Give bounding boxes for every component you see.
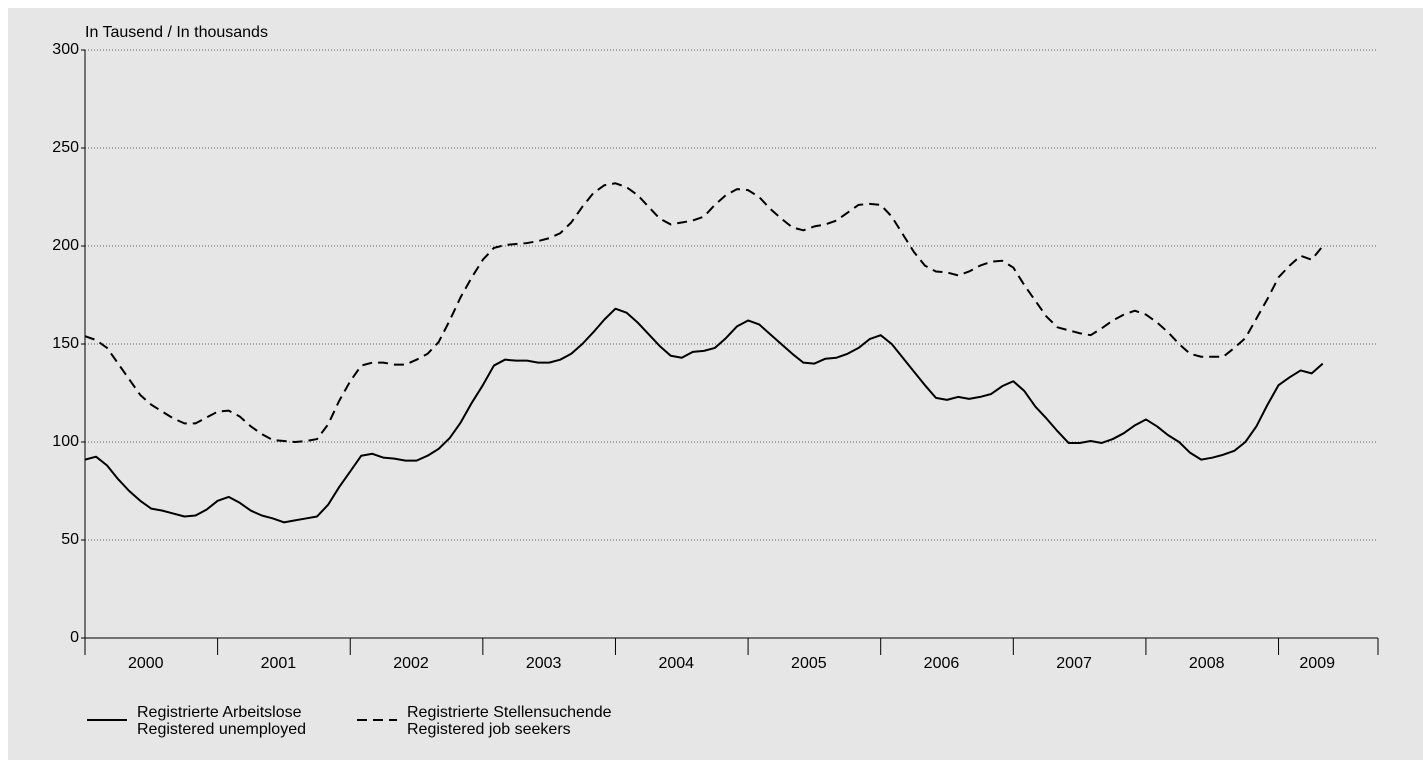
y-tick-label: 200 [52, 237, 79, 254]
x-tick-label: 2003 [526, 655, 562, 672]
x-tick-label: 2002 [393, 655, 429, 672]
x-tick-label: 2008 [1189, 655, 1225, 672]
x-tick-label: 2009 [1299, 655, 1335, 672]
legend-label: Registrierte Stellensuchende Registered … [407, 704, 612, 738]
x-tick-label: 2006 [924, 655, 960, 672]
panel [8, 8, 1423, 760]
data-line [84, 182, 1324, 443]
data-line [84, 307, 1324, 524]
x-tick-label: 2007 [1056, 655, 1092, 672]
x-tick-label: 2000 [128, 655, 164, 672]
y-tick-label: 0 [70, 629, 79, 646]
legend-label: Registrierte Arbeitslose Registered unem… [137, 704, 306, 738]
x-tick-label: 2001 [261, 655, 297, 672]
y-axis-label: In Tausend / In thousands [85, 24, 268, 41]
y-tick-label: 300 [52, 41, 79, 58]
y-tick-label: 50 [61, 531, 79, 548]
y-tick-label: 250 [52, 139, 79, 156]
x-tick-label: 2004 [658, 655, 694, 672]
y-tick-label: 150 [52, 335, 79, 352]
x-tick-label: 2005 [791, 655, 827, 672]
y-tick-label: 100 [52, 433, 79, 450]
